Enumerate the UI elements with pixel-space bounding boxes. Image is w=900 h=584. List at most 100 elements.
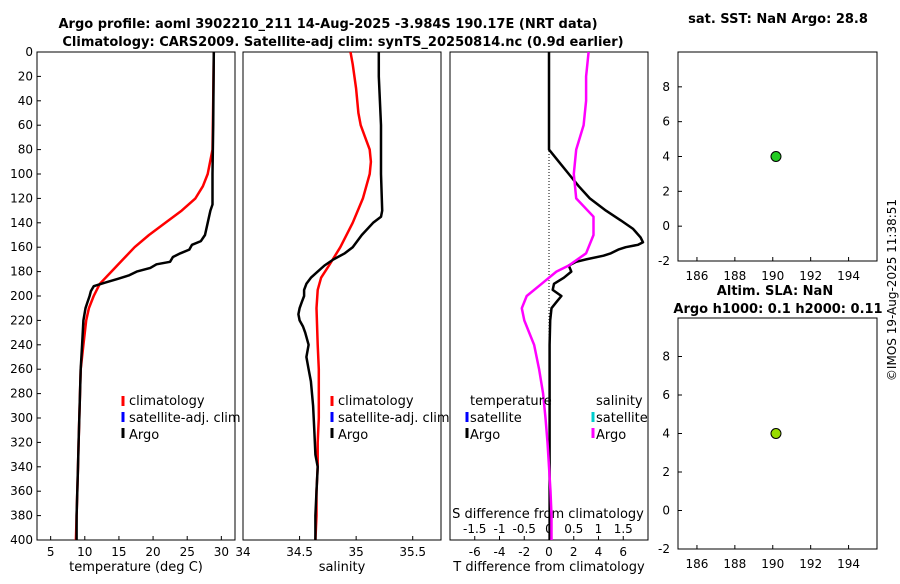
temperature-xtick-tick-label: 15 [111,545,126,559]
salinity-diff-tick-label: -1 [494,522,506,536]
altim-sla-xtick-label: 188 [723,557,746,571]
sat-sst-ytick-label: 8 [662,80,670,94]
altim-sla-ytick-label: 8 [662,350,670,364]
temperature-xtick-tick-label: 10 [77,545,92,559]
altim-sla-xtick-label: 192 [799,557,822,571]
depth-tick-label: 100 [10,167,33,181]
sat-sst-panel: sat. SST: NaN Argo: 28.8 -2 0 2 4 6 8 186 188 19… [658,12,878,283]
series-line-s-difference-argo [520,51,595,540]
sat-sst-ytick-label: 4 [662,150,670,164]
depth-tick-label: 20 [18,69,33,83]
legend-label-s-satellite: satellite [596,411,648,426]
altim-sla-ytick-label: 4 [662,427,670,441]
sat-sst-point [770,151,782,162]
difference-xtick-tick-label: -6 [469,545,481,559]
legend-label-argo: Argo [338,428,368,443]
difference-xtick-tick-label: 2 [570,545,578,559]
series-line-argo [75,51,216,540]
salinity-xtick-tick-label: 34.5 [286,545,313,559]
depth-tick-label: 140 [10,216,33,230]
salinity-xlabel: salinity [319,560,366,575]
depth-tick-label: 40 [18,94,33,108]
depth-tick-label: 300 [10,411,33,425]
depth-tick-label: 60 [18,118,33,132]
legend-label-satellite-adj: satellite-adj. clim [129,411,241,426]
depth-tick-label: 340 [10,460,33,474]
difference-legend: temperature salinity satellite Argo sate… [465,394,648,443]
salinity-axes [242,51,442,541]
temperature-xtick-tick-label: 25 [180,545,195,559]
salinity-xtick-tick-label: 35 [349,545,364,559]
depth-tick-label: 320 [10,435,33,449]
salinity-diff-tick-label: -1.5 [463,522,486,536]
altim-sla-xtick-label: 186 [685,557,708,571]
legend-title-temperature: temperature [470,394,552,409]
series-line-t-difference-argo [547,52,645,540]
sat-sst-xtick-label: 186 [685,269,708,283]
depth-tick-label: 260 [10,362,33,376]
sat-sst-xtick-label: 188 [723,269,746,283]
depth-tick-label: 380 [10,509,33,523]
sat-sst-ytick-label: 6 [662,115,670,129]
figure-title-line1: Argo profile: aoml 3902210_211 14-Aug-20… [58,17,597,32]
series-line-climatology [314,51,373,541]
temperature-xtick-tick-label: 30 [214,545,229,559]
sat-sst-ytick-label: 0 [662,219,670,233]
salinity-legend: climatology satellite-adj. clim Argo [330,394,450,443]
depth-tick-label: 280 [10,387,33,401]
salinity-diff-tick-label: 0.5 [564,522,583,536]
temperature-xlabel: temperature (deg C) [69,560,203,575]
sat-sst-xtick-label: 194 [837,269,860,283]
imos-timestamp: ©IMOS 19-Aug-2025 11:38:51 [885,199,899,381]
altim-sla-ytick-label: 0 [662,504,670,518]
salinity-xtick-tick-label: 35.5 [399,545,426,559]
altim-sla-ytick-label: 2 [662,465,670,479]
series-line-argo [297,52,384,540]
sat-sst-xtick-label: 190 [761,269,784,283]
altim-sla-point [770,428,782,439]
sat-sst-ytick-label: -2 [658,254,670,268]
temperature-xtick-tick-label: 20 [145,545,160,559]
salinity-panel: salinity 34 34.5 35 35.5 climatology satell… [235,51,450,575]
temperature-legend: climatology satellite-adj. clim Argo [121,394,241,443]
difference-xtick-tick-label: 0 [545,545,553,559]
depth-tick-label: 220 [10,313,33,327]
legend-label-climatology: climatology [338,394,414,409]
difference-xlabel: T difference from climatology [452,560,645,575]
depth-tick-label: 80 [18,143,33,157]
difference-xlabel-top: S difference from climatology [452,507,644,522]
legend-label-s-argo: Argo [596,428,626,443]
legend-label-satellite-adj: satellite-adj. clim [338,411,450,426]
sat-sst-title: sat. SST: NaN Argo: 28.8 [688,12,868,27]
sat-sst-xtick-label: 192 [799,269,822,283]
altim-sla-subtitle: Argo h1000: 0.1 h2000: 0.11 [673,302,882,317]
salinity-diff-tick-label: -0.5 [513,522,536,536]
salinity-diff-tick-label: 1.5 [614,522,633,536]
legend-label-climatology: climatology [129,394,205,409]
difference-xtick-tick-label: -2 [518,545,530,559]
temperature-axes [36,51,236,541]
depth-tick-label: 240 [10,338,33,352]
legend-label-t-argo: Argo [470,428,500,443]
sat-sst-ytick-label: 2 [662,184,670,198]
legend-title-salinity: salinity [596,394,643,409]
depth-tick-label: 120 [10,191,33,205]
temperature-panel: temperature (deg C) 0 20 40 60 80 100 120 140 16… [10,45,241,575]
depth-tick-label: 180 [10,265,33,279]
altim-sla-ytick-label: -2 [658,542,670,556]
difference-xtick-tick-label: 4 [595,545,603,559]
depth-tick-label: 160 [10,240,33,254]
altim-sla-ytick-label: 6 [662,388,670,402]
salinity-xtick-tick-label: 34 [235,545,250,559]
temperature-xtick-tick-label: 5 [47,545,55,559]
legend-label-argo: Argo [129,428,159,443]
altim-sla-panel: Altim. SLA: NaN Argo h1000: 0.1 h2000: 0… [658,284,883,571]
difference-xtick-tick-label: 6 [619,545,627,559]
legend-label-t-satellite: satellite [470,411,522,426]
depth-tick-label: 200 [10,289,33,303]
depth-tick-label: 0 [25,45,33,59]
altim-sla-xtick-label: 190 [761,557,784,571]
altim-sla-xtick-label: 194 [837,557,860,571]
depth-tick-label: 360 [10,484,33,498]
